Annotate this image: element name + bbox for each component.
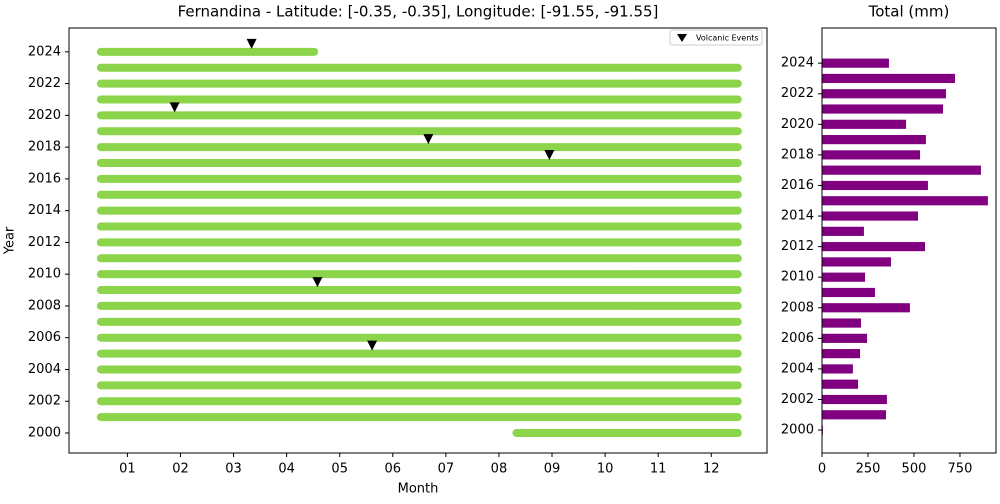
- bar: [822, 58, 889, 68]
- bar: [822, 257, 891, 267]
- x-tick-label: 07: [438, 462, 455, 477]
- y-tick-label: 2004: [28, 362, 61, 377]
- bar: [822, 211, 919, 221]
- y-tick-label: 2016: [28, 171, 61, 186]
- y-tick-label: 2014: [781, 209, 814, 224]
- y-tick-label: 2000: [28, 425, 61, 440]
- bar: [822, 180, 928, 191]
- y-tick-label: 2002: [781, 392, 814, 407]
- y-tick-label: 2022: [781, 86, 814, 101]
- event-marker: [544, 150, 555, 161]
- bar: [822, 272, 866, 282]
- bar: [822, 394, 887, 405]
- bar: [822, 73, 955, 84]
- y-tick-label: 2004: [781, 361, 814, 376]
- y-tick-label: 2024: [28, 44, 61, 59]
- legend-marker: [677, 34, 687, 42]
- y-tick-label: 2012: [781, 239, 814, 254]
- y-tick-label: 2008: [781, 300, 814, 315]
- event-marker: [169, 102, 180, 113]
- x-tick-label: 11: [650, 462, 667, 477]
- event-marker: [246, 38, 257, 49]
- event-marker: [367, 340, 378, 351]
- y-tick-label: 2018: [28, 140, 61, 155]
- y-tick-label: 2022: [28, 76, 61, 91]
- bar: [822, 135, 926, 145]
- x-tick-label: 08: [491, 462, 508, 477]
- y-axis-label: Year: [3, 226, 18, 255]
- y-tick-label: 2010: [781, 270, 814, 285]
- bar: [822, 287, 875, 298]
- bar: [822, 410, 887, 420]
- bar: [822, 226, 864, 236]
- y-tick-label: 2006: [28, 330, 61, 345]
- bar: [822, 119, 907, 129]
- bar: [822, 379, 859, 389]
- bar: [822, 349, 861, 359]
- x-tick-label: 02: [172, 462, 189, 477]
- x-tick-label: 06: [385, 462, 402, 477]
- legend-box: [669, 29, 763, 46]
- y-tick-label: 2012: [28, 235, 61, 250]
- bar: [822, 196, 988, 206]
- bar: [822, 333, 868, 343]
- x-tick-label: 10: [597, 462, 614, 477]
- y-tick-label: 2018: [781, 147, 814, 162]
- x-axis-label: Month: [398, 482, 439, 497]
- plot-frame: [821, 27, 997, 454]
- y-tick-label: 2020: [781, 117, 814, 132]
- y-tick-label: 2020: [28, 108, 61, 123]
- x-tick-label: 04: [278, 462, 295, 477]
- bar: [822, 303, 910, 313]
- chart-title: Total (mm): [868, 3, 950, 21]
- x-tick-label: 0: [818, 462, 826, 477]
- y-tick-label: 2006: [781, 331, 814, 346]
- bar: [822, 165, 981, 175]
- x-tick-label: 750: [948, 462, 973, 477]
- x-tick-label: 03: [225, 462, 242, 477]
- bar: [822, 89, 946, 99]
- x-tick-label: 09: [544, 462, 561, 477]
- y-tick-label: 2016: [781, 178, 814, 193]
- y-tick-label: 2014: [28, 203, 61, 218]
- plot-frame: [68, 27, 768, 454]
- x-tick-label: 01: [119, 462, 136, 477]
- bar: [822, 150, 921, 160]
- x-tick-label: 12: [703, 462, 720, 477]
- y-tick-label: 2024: [781, 56, 814, 71]
- bar: [822, 318, 861, 328]
- chart-title: Fernandina - Latitude: [-0.35, -0.35], L…: [178, 3, 659, 21]
- y-tick-label: 2002: [28, 394, 61, 409]
- event-marker: [312, 277, 323, 288]
- x-tick-label: 05: [331, 462, 348, 477]
- y-tick-label: 2010: [28, 267, 61, 282]
- x-tick-label: 500: [902, 462, 927, 477]
- y-tick-label: 2008: [28, 298, 61, 313]
- event-marker: [423, 134, 434, 145]
- x-tick-label: 250: [856, 462, 881, 477]
- bar: [822, 104, 944, 114]
- y-tick-label: 2000: [781, 423, 814, 438]
- legend-label: Volcanic Events: [696, 34, 759, 43]
- bar: [822, 242, 926, 252]
- bar: [822, 364, 853, 374]
